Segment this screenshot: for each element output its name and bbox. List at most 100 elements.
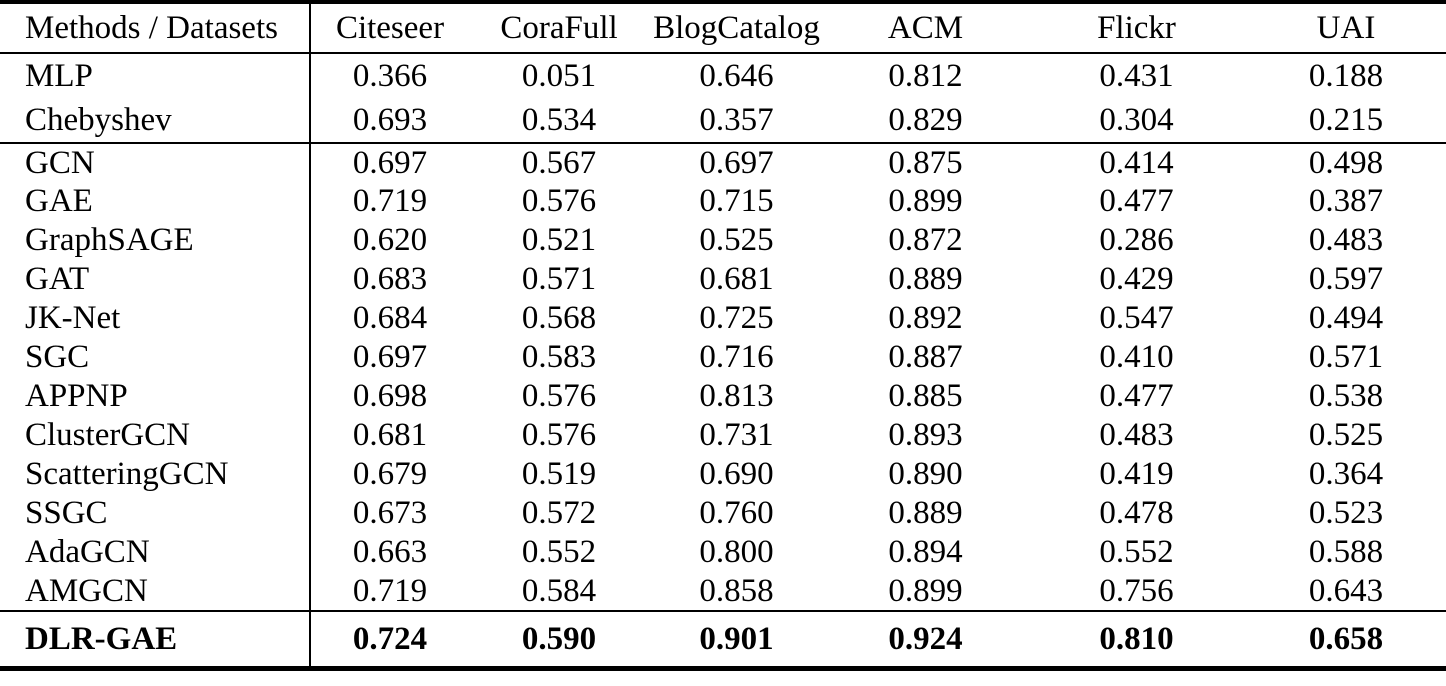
value-cell: 0.547 [1099, 300, 1174, 337]
value-cell: 0.576 [521, 378, 597, 415]
value-cell: 0.716 [699, 339, 774, 376]
value-cell: 0.387 [1308, 183, 1384, 220]
value-cell: 0.414 [1027, 142, 1246, 182]
value-cell: 0.552 [521, 534, 597, 571]
value-cell: 0.887 [888, 339, 963, 376]
value-cell: 0.731 [699, 417, 774, 454]
column-header-corafull: CoraFull [469, 2, 649, 54]
value-cell: 0.924 [824, 610, 1027, 668]
column-header-uai: UAI [1246, 2, 1446, 54]
value-cell: 0.538 [1308, 378, 1384, 415]
value-cell: 0.519 [521, 456, 597, 493]
method-cell: JK-Net [0, 299, 311, 338]
value-cell: 0.478 [1099, 495, 1174, 532]
method-cell: AMGCN [0, 572, 311, 611]
value-cell: 0.693 [352, 101, 428, 138]
value-cell: 0.901 [649, 610, 824, 668]
method-cell: DLR-GAE [0, 610, 311, 668]
table-row-adagcn: AdaGCN 0.663 0.552 0.800 0.894 0.552 0.5… [0, 533, 1446, 572]
table-row-gcn: GCN 0.697 0.567 0.697 0.875 0.414 0.498 [0, 142, 1446, 182]
value-cell: 0.890 [888, 456, 963, 493]
value-cell: 0.899 [888, 183, 963, 220]
value-cell: 0.894 [888, 534, 963, 571]
value-cell: 0.571 [1308, 339, 1384, 376]
value-cell: 0.576 [521, 417, 597, 454]
value-cell: 0.364 [1308, 456, 1384, 493]
value-cell: 0.719 [352, 572, 428, 609]
value-cell: 0.590 [469, 610, 649, 668]
method-cell: ClusterGCN [0, 416, 311, 455]
value-cell: 0.477 [1099, 183, 1174, 220]
group-gnn-methods: GCN 0.697 0.567 0.697 0.875 0.414 0.498 … [0, 142, 1446, 611]
method-cell: AdaGCN [0, 533, 311, 572]
table-row-clustergcn: ClusterGCN 0.681 0.576 0.731 0.893 0.483… [0, 416, 1446, 455]
results-table: Methods / Datasets Citeseer CoraFull Blo… [0, 0, 1446, 671]
value-cell: 0.523 [1308, 495, 1384, 532]
value-cell: 0.690 [699, 456, 774, 493]
value-cell: 0.431 [1099, 57, 1174, 94]
value-cell: 0.719 [352, 183, 428, 220]
value-cell: 0.521 [521, 222, 597, 259]
value-cell: 0.646 [699, 57, 774, 94]
value-cell: 0.724 [310, 610, 469, 668]
table-row-jknet: JK-Net 0.684 0.568 0.725 0.892 0.547 0.4… [0, 299, 1446, 338]
value-cell: 0.357 [699, 101, 774, 138]
value-cell: 0.534 [521, 101, 597, 138]
value-cell: 0.051 [521, 57, 597, 94]
value-cell: 0.576 [521, 183, 597, 220]
value-cell: 0.498 [1246, 142, 1446, 182]
value-cell: 0.673 [352, 495, 428, 532]
table-row-gat: GAT 0.683 0.571 0.681 0.889 0.429 0.597 [0, 260, 1446, 299]
table-row-appnp: APPNP 0.698 0.576 0.813 0.885 0.477 0.53… [0, 377, 1446, 416]
value-cell: 0.494 [1308, 300, 1384, 337]
value-cell: 0.889 [888, 261, 963, 298]
method-cell: SGC [0, 338, 311, 377]
value-cell: 0.429 [1099, 261, 1174, 298]
method-cell: Chebyshev [0, 98, 311, 143]
value-cell: 0.552 [1099, 534, 1174, 571]
table-row-gae: GAE 0.719 0.576 0.715 0.899 0.477 0.387 [0, 182, 1446, 221]
value-cell: 0.697 [649, 142, 824, 182]
value-cell: 0.572 [521, 495, 597, 532]
value-cell: 0.681 [352, 417, 428, 454]
method-cell: MLP [0, 53, 311, 98]
value-cell: 0.525 [699, 222, 774, 259]
value-cell: 0.892 [888, 300, 963, 337]
value-cell: 0.571 [521, 261, 597, 298]
value-cell: 0.679 [352, 456, 428, 493]
value-cell: 0.568 [521, 300, 597, 337]
value-cell: 0.525 [1308, 417, 1384, 454]
value-cell: 0.829 [888, 101, 963, 138]
group-baseline-methods: MLP 0.366 0.051 0.646 0.812 0.431 0.188 … [0, 53, 1446, 143]
value-cell: 0.658 [1246, 610, 1446, 668]
table-row-sgc: SGC 0.697 0.583 0.716 0.887 0.410 0.571 [0, 338, 1446, 377]
value-cell: 0.899 [888, 572, 963, 609]
value-cell: 0.698 [352, 378, 428, 415]
value-cell: 0.286 [1099, 222, 1174, 259]
value-cell: 0.584 [521, 572, 597, 609]
value-cell: 0.893 [888, 417, 963, 454]
value-cell: 0.215 [1308, 101, 1384, 138]
value-cell: 0.188 [1308, 57, 1384, 94]
value-cell: 0.885 [888, 378, 963, 415]
value-cell: 0.588 [1308, 534, 1384, 571]
value-cell: 0.620 [352, 222, 428, 259]
table-header-row: Methods / Datasets Citeseer CoraFull Blo… [0, 2, 1446, 54]
column-header-acm: ACM [824, 2, 1027, 54]
value-cell: 0.366 [352, 57, 428, 94]
value-cell: 0.304 [1099, 101, 1174, 138]
value-cell: 0.697 [310, 142, 469, 182]
method-cell: GraphSAGE [0, 221, 311, 260]
value-cell: 0.800 [699, 534, 774, 571]
method-cell: SSGC [0, 494, 311, 533]
value-cell: 0.483 [1308, 222, 1384, 259]
value-cell: 0.760 [699, 495, 774, 532]
method-cell: ScatteringGCN [0, 455, 311, 494]
value-cell: 0.643 [1308, 572, 1384, 609]
column-header-flickr: Flickr [1027, 2, 1246, 54]
value-cell: 0.583 [521, 339, 597, 376]
table-row-amgcn: AMGCN 0.719 0.584 0.858 0.899 0.756 0.64… [0, 572, 1446, 611]
method-cell: APPNP [0, 377, 311, 416]
value-cell: 0.812 [888, 57, 963, 94]
table-row-mlp: MLP 0.366 0.051 0.646 0.812 0.431 0.188 [0, 53, 1446, 98]
